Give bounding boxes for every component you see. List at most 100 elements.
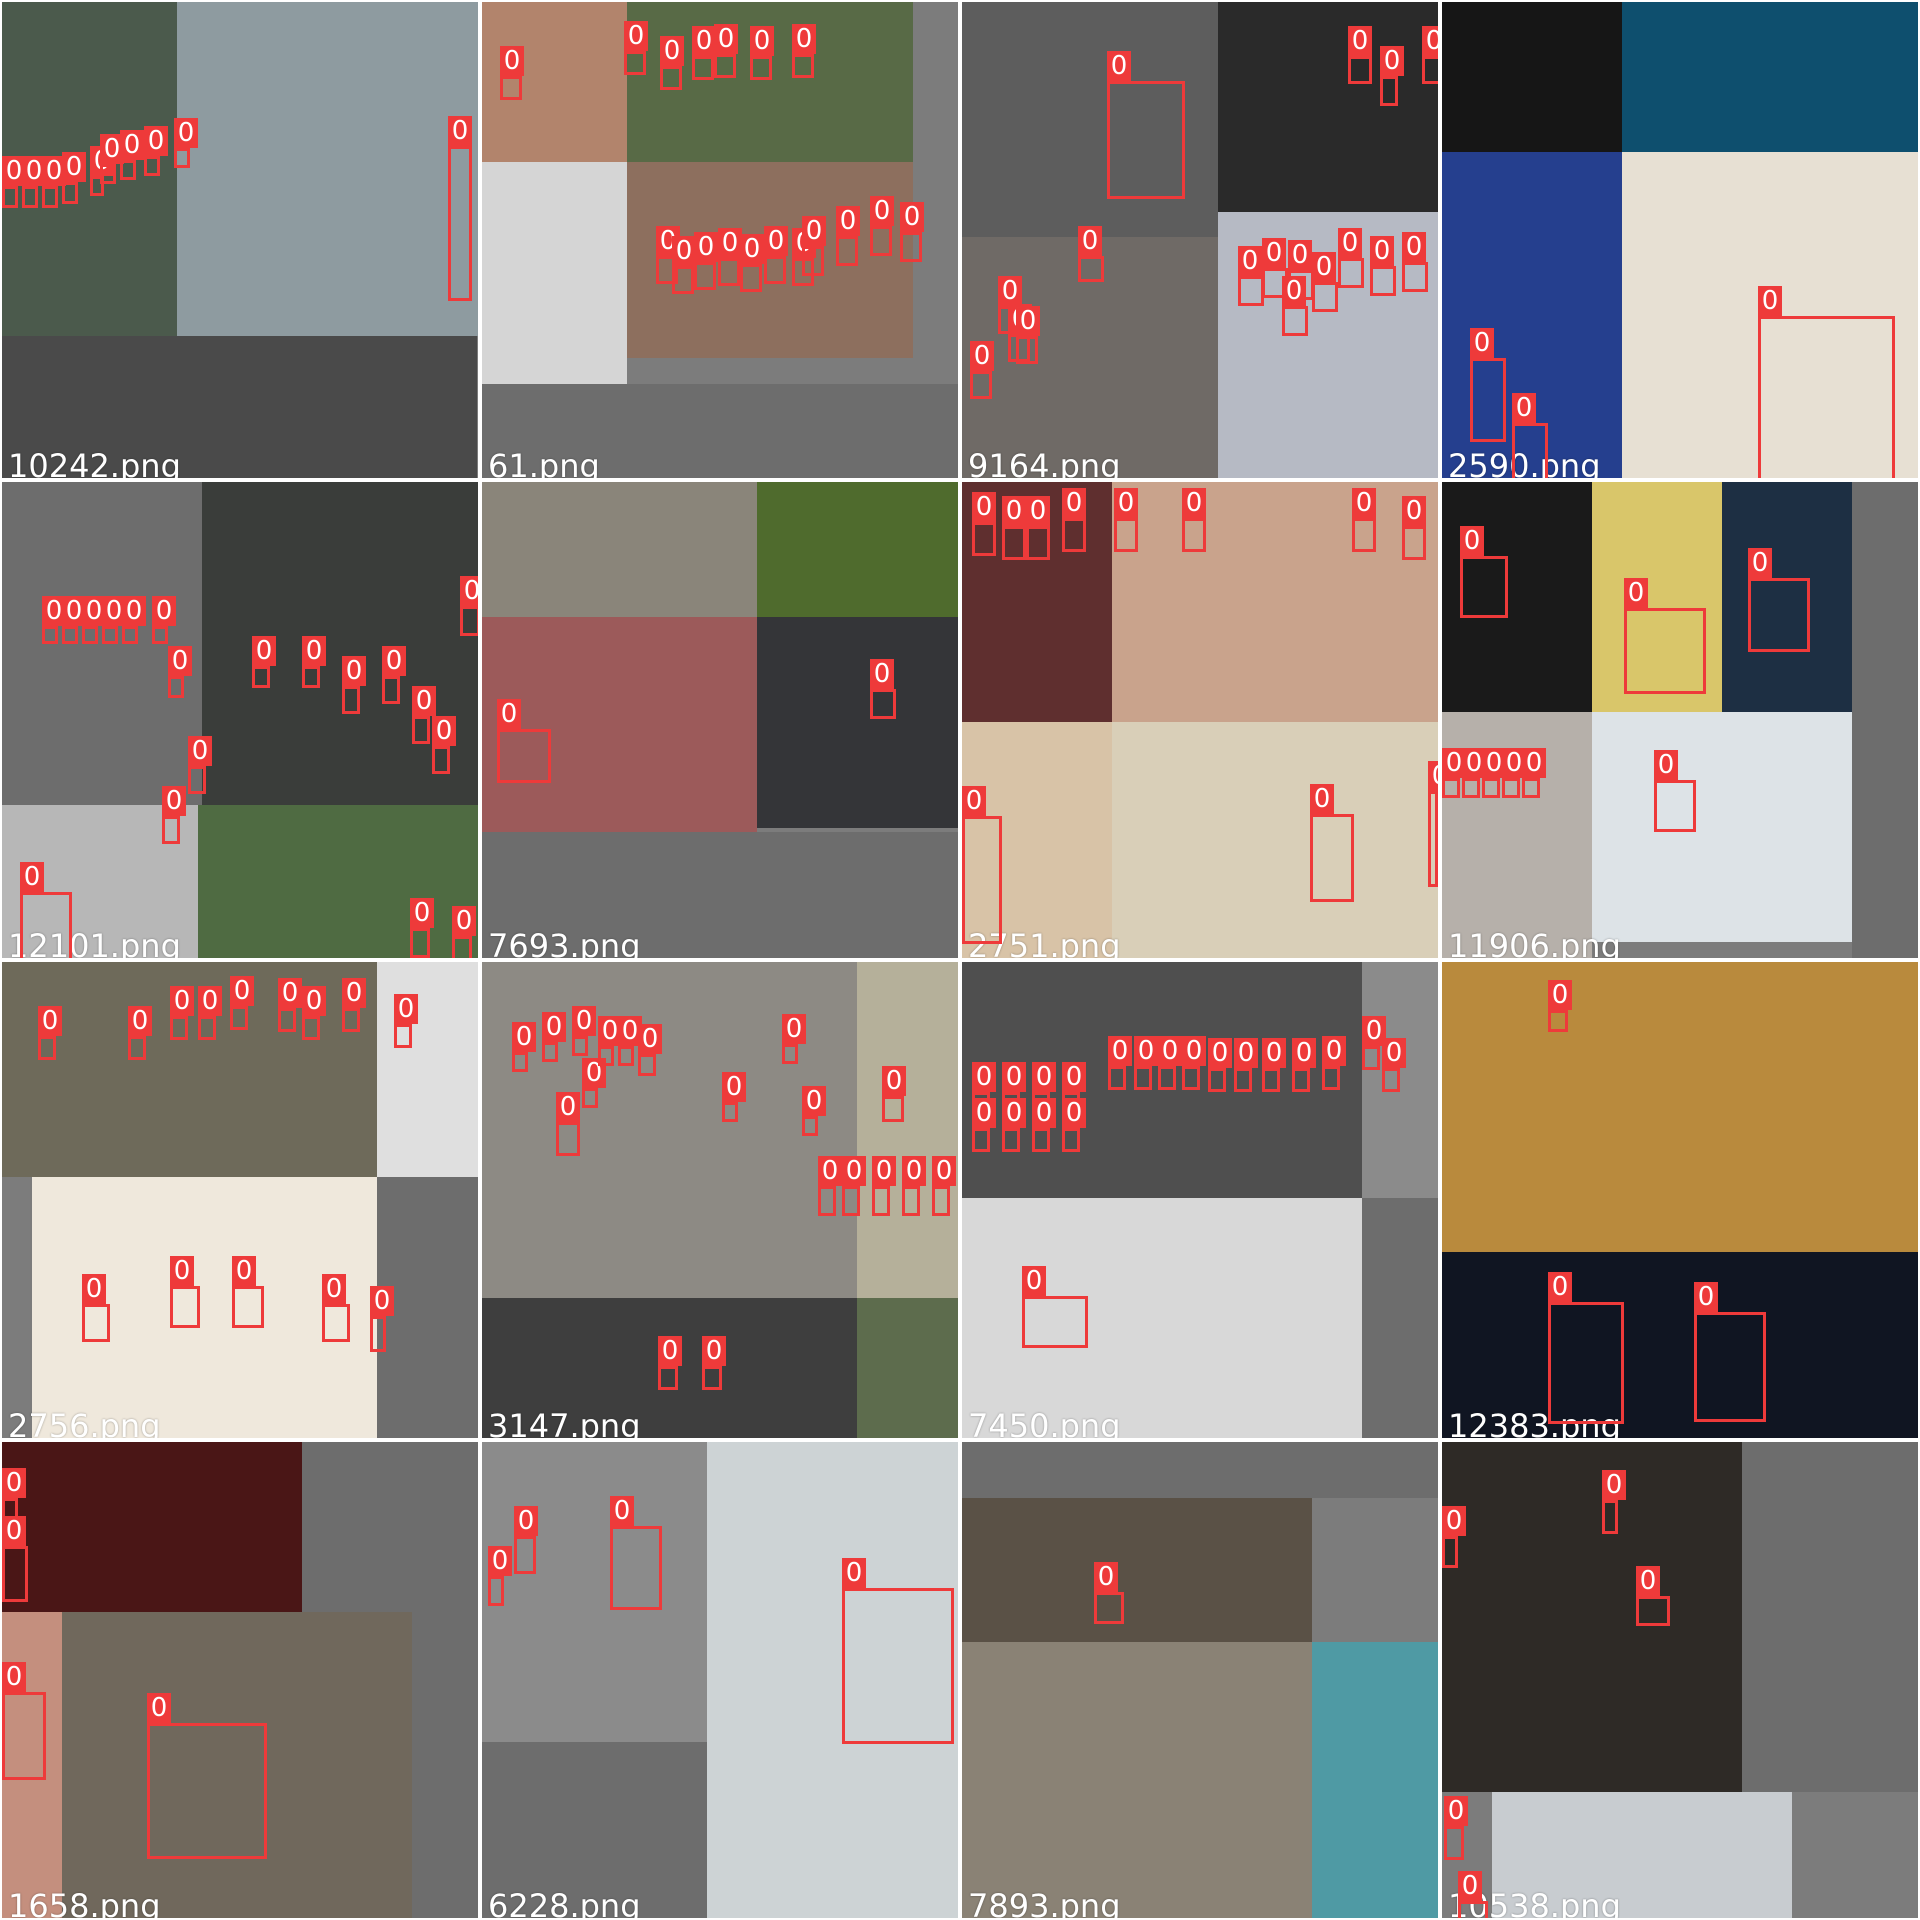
class-label: 0 — [1458, 1871, 1482, 1901]
detection-box: 0 — [198, 986, 222, 1040]
class-label: 0 — [152, 596, 176, 626]
detection-box: 0 — [792, 24, 816, 78]
class-label: 0 — [342, 978, 366, 1008]
class-label: 0 — [1310, 784, 1334, 814]
detection-box: 0 — [932, 1156, 956, 1216]
photo-panel — [377, 962, 478, 1177]
photo-panel — [1722, 482, 1852, 712]
detection-box: 0 — [1026, 496, 1050, 560]
detection-box: 0 — [147, 1693, 267, 1859]
detection-box: 0 — [1362, 1016, 1386, 1070]
detection-box: 0 — [1748, 548, 1810, 652]
detection-box: 0 — [1062, 488, 1086, 552]
class-label: 0 — [962, 786, 986, 816]
photo-panel — [757, 482, 958, 617]
tile-filename: 10242.png — [8, 447, 181, 478]
class-label: 0 — [1444, 1796, 1468, 1826]
detection-box: 0 — [718, 228, 742, 286]
class-label: 0 — [412, 686, 436, 716]
photo-panel — [707, 1442, 958, 1918]
class-label: 0 — [556, 1092, 580, 1122]
detection-box: 0 — [100, 134, 124, 184]
photo-panel — [482, 1742, 707, 1918]
photo-panel — [482, 162, 627, 384]
detection-box: 0 — [1758, 286, 1895, 478]
detection-box: 0 — [1262, 1038, 1286, 1092]
detection-box: 0 — [342, 978, 366, 1032]
detection-box: 0 — [1282, 276, 1308, 336]
class-label: 0 — [782, 1014, 806, 1044]
detection-box: 0 — [972, 492, 996, 556]
image-tile: 0 0 0 0 0 0 0 0 0 0 0 0 0 0 0 0 0 0 0 0 7450.png — [962, 962, 1438, 1438]
detection-box: 0 — [672, 236, 696, 294]
class-label: 0 — [610, 1496, 634, 1526]
detection-box: 0 — [120, 130, 144, 180]
class-label: 0 — [714, 24, 738, 54]
photo-panel — [62, 1612, 412, 1918]
photo-panel — [482, 1442, 707, 1742]
class-label: 0 — [1026, 496, 1050, 526]
detection-box: 0 — [1002, 1098, 1026, 1152]
image-tile: 0 0 0 2590.png — [1442, 2, 1918, 478]
class-label: 0 — [1062, 488, 1086, 518]
class-label: 0 — [1402, 232, 1426, 262]
detection-box: 0 — [836, 206, 860, 266]
class-label: 0 — [842, 1558, 866, 1588]
detection-box: 0 — [460, 576, 478, 636]
class-label: 0 — [1078, 226, 1102, 256]
detection-box: 0 — [1442, 1506, 1466, 1568]
class-label: 0 — [62, 152, 86, 182]
class-label: 0 — [410, 898, 434, 928]
detection-box: 0 — [102, 596, 126, 644]
detection-box: 0 — [1428, 761, 1438, 887]
class-label: 0 — [1094, 1562, 1118, 1592]
detection-box: 0 — [1458, 1871, 1488, 1918]
photo-panel — [198, 805, 478, 958]
class-label: 0 — [1262, 238, 1286, 268]
photo-panel — [962, 1198, 1362, 1438]
class-label: 0 — [972, 1062, 996, 1092]
class-label: 0 — [500, 46, 524, 76]
photo-panel — [1592, 712, 1852, 942]
class-label: 0 — [170, 986, 194, 1016]
detection-box: 0 — [714, 24, 738, 78]
detection-box: 0 — [1654, 750, 1696, 832]
class-label: 0 — [20, 862, 44, 892]
detection-box: 0 — [1548, 980, 1572, 1032]
class-label: 0 — [722, 1072, 746, 1102]
detection-box: 0 — [782, 1014, 806, 1064]
detection-box: 0 — [1602, 1470, 1626, 1534]
image-tile: 000000000000000009164.png — [962, 2, 1438, 478]
detection-box: 0 — [1322, 1036, 1346, 1090]
detection-box: 0 — [870, 196, 894, 256]
class-label: 0 — [1016, 306, 1040, 336]
class-label: 0 — [1182, 488, 1206, 518]
photo-panel — [962, 1642, 1312, 1918]
detection-box: 0 — [1158, 1036, 1182, 1090]
photo-panel — [1742, 1442, 1918, 1792]
class-label: 0 — [1262, 1038, 1286, 1068]
class-label: 0 — [1470, 328, 1494, 358]
detection-box: 0 — [1062, 1098, 1086, 1152]
detection-box: 0 — [970, 341, 994, 399]
class-label: 0 — [168, 646, 192, 676]
class-label: 0 — [1428, 761, 1438, 791]
class-label: 0 — [694, 232, 718, 262]
detection-box: 0 — [1462, 748, 1486, 798]
class-label: 0 — [1422, 26, 1438, 56]
class-label: 0 — [122, 596, 146, 626]
class-label: 0 — [1602, 1470, 1626, 1500]
detection-box: 0 — [1352, 488, 1376, 552]
detection-box: 0 — [382, 646, 406, 704]
class-label: 0 — [638, 1024, 662, 1054]
class-label: 0 — [460, 576, 478, 606]
class-label: 0 — [870, 659, 894, 689]
class-label: 0 — [512, 1022, 536, 1052]
photo-panel — [482, 617, 757, 832]
image-tile: 0 0 7693.png — [482, 482, 958, 958]
detection-box: 0 — [452, 906, 476, 958]
photo-panel — [1442, 962, 1918, 1252]
detection-box: 0 — [188, 736, 212, 794]
tile-filename: 7693.png — [488, 927, 641, 958]
